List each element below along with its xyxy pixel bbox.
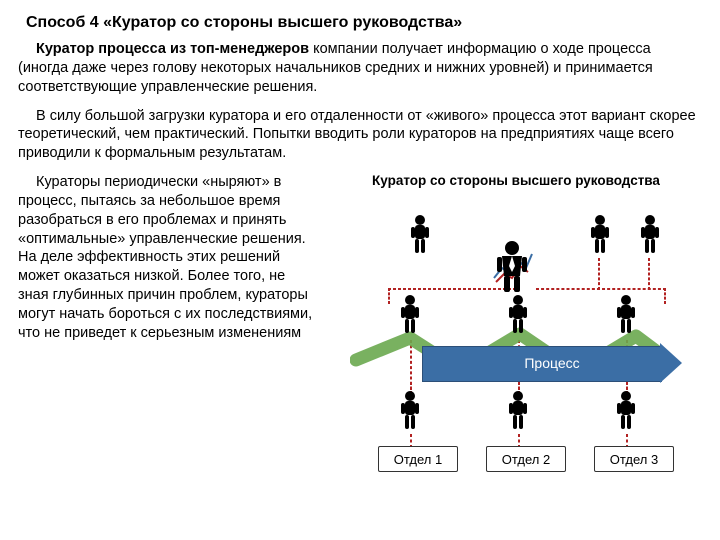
department-row: Отдел 1 Отдел 2 Отдел 3 <box>378 446 674 472</box>
department-box: Отдел 3 <box>594 446 674 472</box>
process-arrow: Процесс <box>422 346 682 380</box>
person-icon <box>586 214 614 254</box>
person-icon <box>612 294 640 334</box>
person-icon <box>396 294 424 334</box>
dashed-line <box>388 288 390 304</box>
diagram-title: Куратор со стороны высшего руководства <box>330 173 702 188</box>
department-box: Отдел 1 <box>378 446 458 472</box>
department-box: Отдел 2 <box>486 446 566 472</box>
person-icon <box>406 214 434 254</box>
para1-bold: Куратор процесса из топ-менеджеров <box>36 41 313 57</box>
paragraph-2: В силу большой загрузки куратора и его о… <box>18 107 702 164</box>
process-label: Процесс <box>422 346 682 380</box>
paragraph-3: Кураторы периодически «ныряют» в процесс… <box>18 173 318 343</box>
dashed-line <box>664 288 666 304</box>
person-icon <box>636 214 664 254</box>
person-icon <box>396 390 424 430</box>
person-icon <box>612 390 640 430</box>
person-icon <box>504 390 532 430</box>
dashed-line <box>648 258 650 290</box>
dashed-line <box>536 288 666 290</box>
org-diagram: Процесс <box>336 194 696 474</box>
dashed-line <box>598 258 600 290</box>
curator-icon <box>490 238 534 294</box>
paragraph-1: Куратор процесса из топ-менеджеров компа… <box>18 40 702 97</box>
person-icon <box>504 294 532 334</box>
page-title: Способ 4 «Куратор со стороны высшего рук… <box>26 14 702 32</box>
